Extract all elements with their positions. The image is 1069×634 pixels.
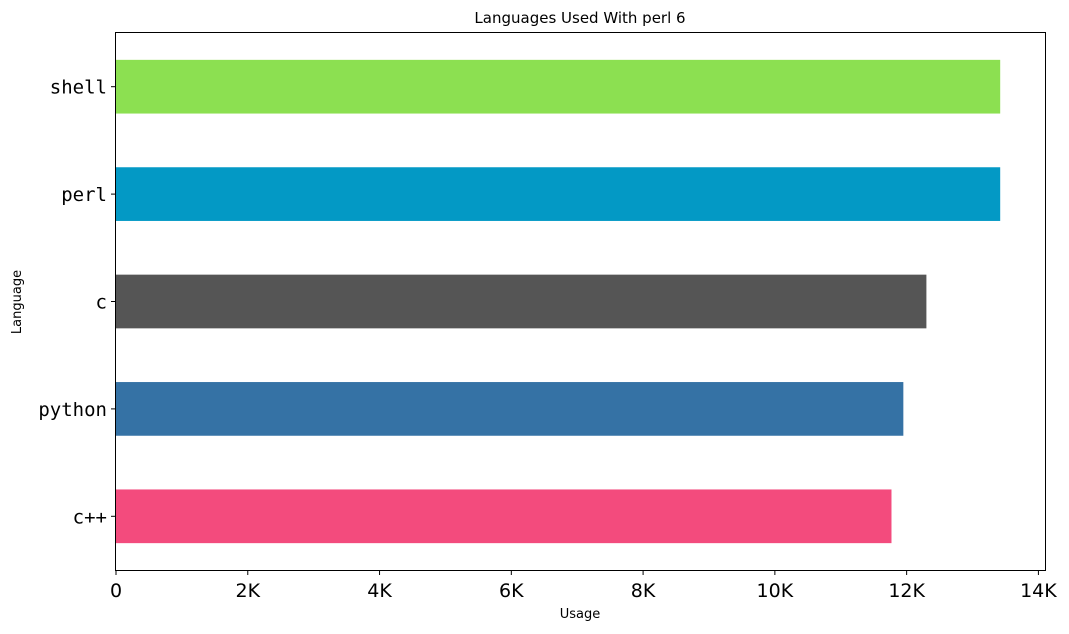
x-tick-label: 6K — [499, 580, 524, 602]
y-tick-label: c — [96, 292, 107, 314]
y-tick-label: python — [38, 399, 107, 421]
x-tick-label: 0 — [110, 580, 122, 602]
bars-layer — [116, 59, 1001, 544]
bar-perl — [116, 167, 1001, 221]
x-tick-label: 12K — [888, 580, 925, 602]
y-tick-label: perl — [61, 184, 107, 206]
plot-frame — [115, 32, 1046, 571]
x-tick-label: 14K — [1020, 580, 1057, 602]
x-tick-label: 2K — [235, 580, 260, 602]
ticks-layer: shell perl c python c++ 0 2K 4K 6K 8K 10K 12K 14K — [38, 77, 1057, 602]
bar-c — [116, 274, 927, 329]
bar-shell — [116, 59, 1001, 114]
bar-python — [116, 382, 904, 436]
y-axis-label: Language — [10, 270, 25, 334]
chart-title: Languages Used With perl 6 — [474, 9, 685, 27]
y-tick-label: c++ — [73, 506, 107, 528]
bar-cplusplus — [116, 489, 892, 544]
x-tick-label: 10K — [757, 580, 794, 602]
x-tick-label: 8K — [631, 580, 656, 602]
x-axis-label: Usage — [560, 607, 601, 622]
y-tick-label: shell — [50, 77, 107, 99]
x-tick-label: 4K — [367, 580, 392, 602]
